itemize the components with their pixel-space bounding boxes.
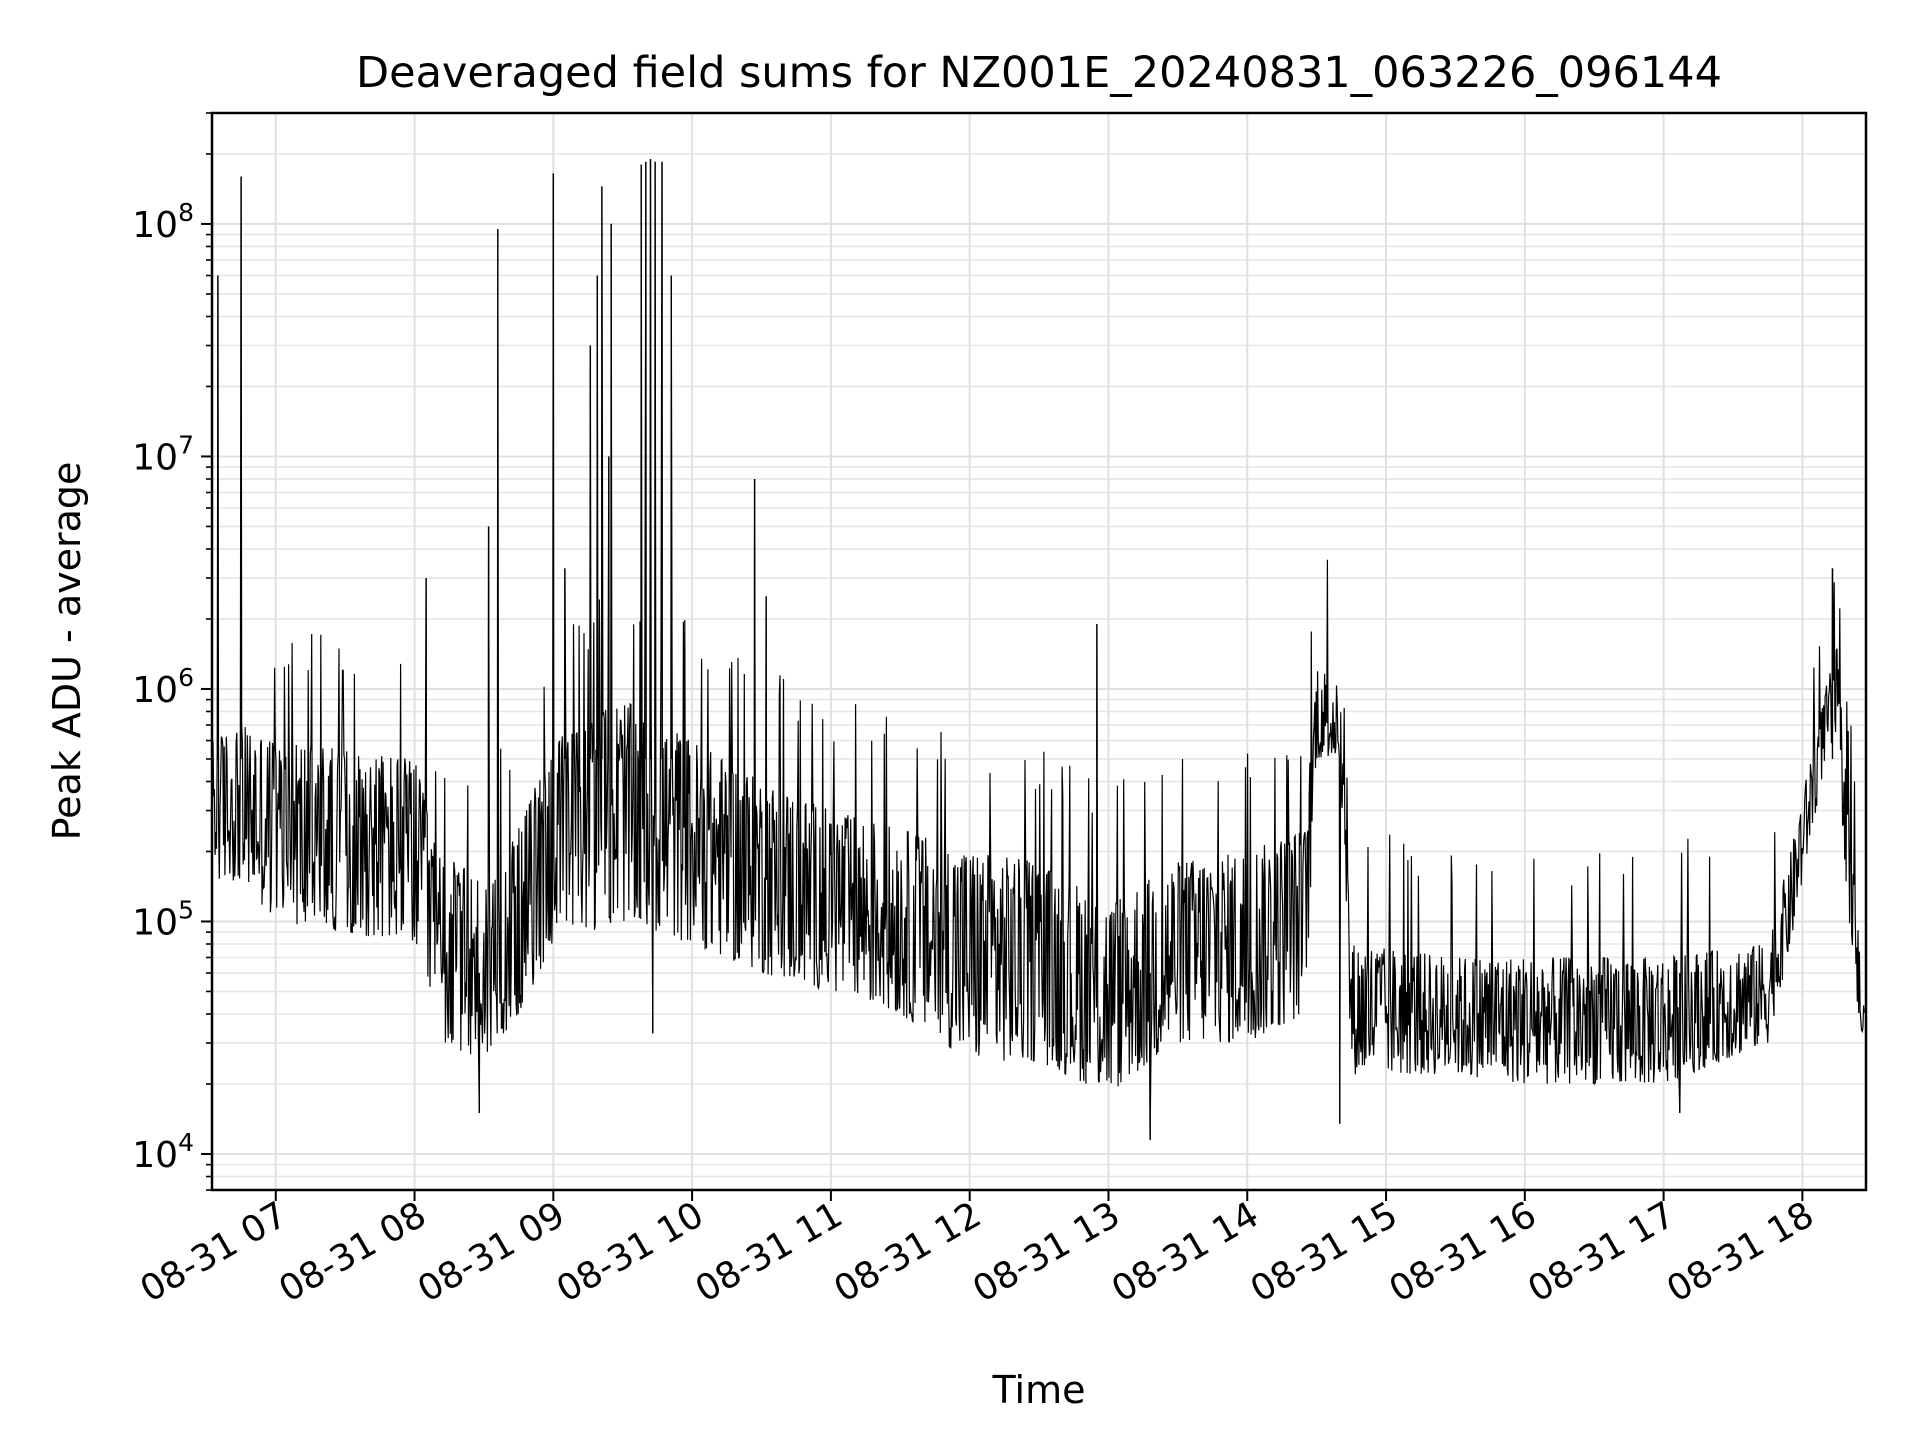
y-tick-label: 108 — [132, 198, 194, 246]
y-tick-label: 107 — [132, 430, 194, 478]
y-tick-label: 105 — [132, 895, 194, 943]
series-layer — [212, 159, 1865, 1140]
series-line — [212, 159, 1865, 1140]
plot-frame — [210, 111, 1868, 1192]
chart-title: Deaveraged field sums for NZ001E_2024083… — [356, 48, 1722, 98]
y-axis: 104 105 106 107 108 — [132, 112, 212, 1191]
y-axis-label: Peak ADU - average — [45, 462, 89, 841]
y-tick-label: 104 — [132, 1128, 194, 1176]
y-tick-label: 106 — [132, 663, 194, 711]
x-axis-label: Time — [992, 1368, 1086, 1412]
